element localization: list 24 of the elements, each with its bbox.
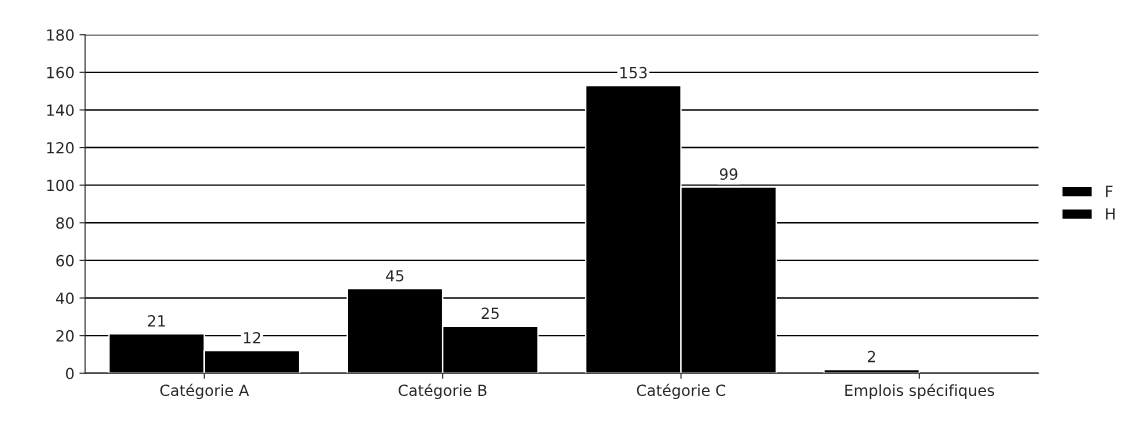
- data-label: 21: [148, 315, 165, 327]
- data-label: 153: [620, 66, 647, 79]
- x-tick-label: Catégorie A: [160, 383, 250, 400]
- bar: [823, 368, 921, 374]
- data-label: 2: [867, 350, 876, 363]
- y-tick-label: 180: [47, 29, 74, 41]
- y-tick-label: 0: [66, 367, 74, 380]
- data-label: 25: [481, 307, 499, 320]
- y-tick-label: 60: [56, 254, 74, 267]
- y-tick-label: 20: [56, 330, 74, 342]
- data-label: 45: [386, 270, 404, 282]
- x-tick-label: Catégorie B: [398, 383, 487, 400]
- y-tick-label: 40: [56, 292, 74, 305]
- data-label: 12: [243, 331, 261, 344]
- x-tick-label: Emplois spécifiques: [845, 383, 995, 400]
- x-tick-label: Catégorie C: [636, 383, 726, 400]
- legend-label: H: [1106, 208, 1115, 220]
- y-tick-label: 80: [56, 217, 74, 229]
- y-tick-label: 160: [47, 66, 74, 79]
- y-tick-label: 100: [47, 179, 74, 192]
- y-tick-label: 120: [47, 142, 74, 154]
- data-label: 99: [719, 168, 738, 180]
- legend-label: F: [1106, 185, 1113, 197]
- y-tick-label: 140: [47, 104, 74, 116]
